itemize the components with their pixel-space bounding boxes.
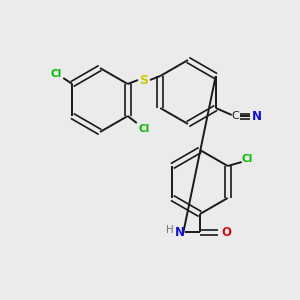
Text: Cl: Cl — [138, 124, 149, 134]
Text: S: S — [140, 74, 148, 86]
Text: O: O — [221, 226, 231, 238]
Text: Cl: Cl — [51, 69, 62, 79]
Text: Cl: Cl — [241, 154, 252, 164]
Text: N: N — [252, 110, 262, 122]
Text: C: C — [232, 111, 240, 121]
Text: H: H — [166, 225, 174, 235]
Text: N: N — [175, 226, 185, 238]
